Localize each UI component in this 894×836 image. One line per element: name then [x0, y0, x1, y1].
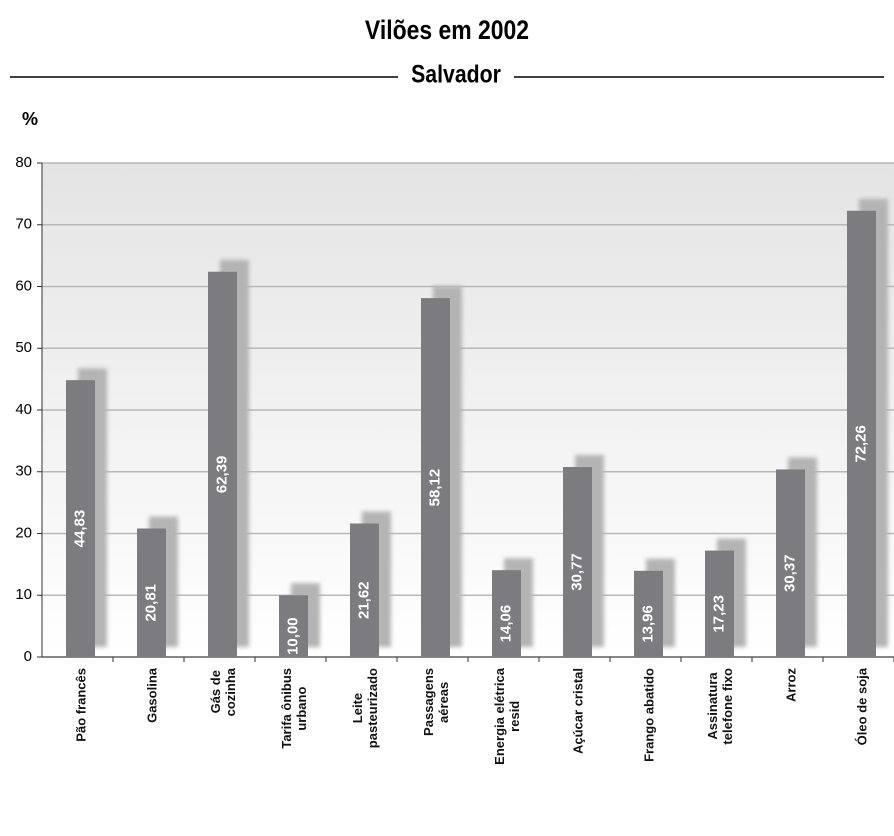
y-tick-label: 60	[15, 277, 32, 294]
bar	[634, 570, 663, 657]
bar	[66, 380, 95, 657]
bar	[705, 550, 734, 657]
bar	[279, 595, 308, 657]
bar	[350, 523, 379, 657]
x-tick-label: Arroz	[783, 668, 798, 702]
x-tick-label: Açúcar cristal	[570, 668, 585, 754]
value-label: 20,81	[142, 584, 159, 622]
chart-title: Vilões em 2002	[365, 15, 529, 45]
value-label: 10,00	[284, 617, 301, 655]
x-tick-label: Pão francês	[73, 668, 88, 742]
y-tick-label: 0	[24, 648, 32, 665]
value-label: 30,37	[781, 554, 798, 592]
chart-subtitle: Salvador	[411, 60, 501, 88]
x-tick-label: Gás de cozinha	[207, 668, 238, 717]
value-label: 72,26	[852, 425, 869, 463]
y-axis-label: %	[22, 109, 38, 129]
bar	[492, 570, 521, 657]
y-tick-label: 70	[15, 216, 32, 233]
value-label: 58,12	[426, 469, 443, 507]
x-tick-label: Energia elétrica resid	[491, 668, 522, 765]
x-tick-label: Passagens aéreas	[420, 668, 451, 736]
value-label: 13,96	[639, 605, 656, 643]
x-tick-label: Assinatura telefone fixo	[704, 668, 735, 745]
x-tick-label: Óleo de soja	[854, 668, 869, 746]
y-tick-label: 30	[15, 463, 32, 480]
y-tick-label: 20	[15, 524, 32, 541]
bar	[563, 466, 592, 657]
bar	[137, 528, 166, 657]
bar	[847, 210, 876, 657]
x-tick-label: Gasolina	[144, 668, 159, 723]
value-label: 62,39	[213, 456, 230, 494]
bar	[208, 271, 237, 657]
y-tick-label: 40	[15, 401, 32, 418]
y-tick-label: 80	[15, 154, 32, 171]
y-tick-label: 10	[15, 586, 32, 603]
value-label: 44,83	[71, 510, 88, 548]
x-tick-label: Frango abatido	[641, 668, 656, 762]
value-label: 21,62	[355, 581, 372, 619]
value-label: 30,77	[568, 553, 585, 591]
bar	[421, 298, 450, 657]
x-tick-label: Leite pasteurizado	[349, 668, 380, 749]
value-label: 17,23	[710, 595, 727, 633]
x-tick-label: Tarifa ônibus urbano	[278, 668, 309, 749]
y-tick-label: 50	[15, 339, 32, 356]
bar	[776, 469, 805, 657]
value-label: 14,06	[497, 605, 514, 643]
